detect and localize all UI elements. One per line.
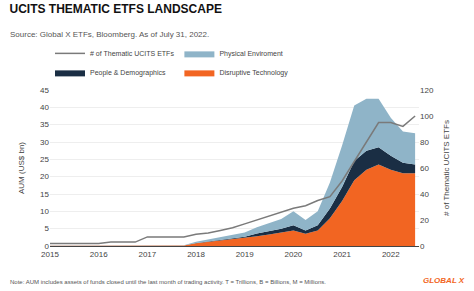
svg-text:Note: AUM includes assets of f: Note: AUM includes assets of funds close… (10, 279, 326, 285)
svg-text:35: 35 (40, 120, 49, 129)
svg-text:AUM (US$ bn): AUM (US$ bn) (17, 142, 26, 194)
svg-text:80: 80 (420, 138, 429, 147)
svg-text:40: 40 (40, 103, 49, 112)
svg-text:100: 100 (420, 112, 434, 121)
svg-text:2015: 2015 (41, 250, 59, 259)
svg-text:Physical Enviroment: Physical Enviroment (219, 50, 282, 58)
svg-text:25: 25 (40, 155, 49, 164)
svg-text:2022: 2022 (382, 250, 400, 259)
svg-text:Disruptive Technology: Disruptive Technology (219, 69, 288, 77)
svg-text:GLOBAL X: GLOBAL X (423, 276, 465, 285)
svg-text:Source: Global X ETFs, Bloombe: Source: Global X ETFs, Bloomberg. As of … (10, 30, 209, 39)
svg-text:# of Thematic UCITS ETFs: # of Thematic UCITS ETFs (90, 50, 174, 57)
svg-text:120: 120 (420, 86, 434, 95)
svg-text:UCITS THEMATIC ETFS LANDSCAPE: UCITS THEMATIC ETFS LANDSCAPE (9, 2, 221, 16)
svg-text:40: 40 (420, 190, 429, 199)
svg-text:15: 15 (40, 190, 49, 199)
svg-text:60: 60 (420, 164, 429, 173)
svg-text:20: 20 (420, 216, 429, 225)
svg-text:30: 30 (40, 138, 49, 147)
svg-text:# of Thematic UCITS ETFs: # of Thematic UCITS ETFs (442, 120, 451, 216)
svg-text:0: 0 (45, 242, 50, 251)
svg-text:10: 10 (40, 207, 49, 216)
svg-text:2021: 2021 (333, 250, 351, 259)
svg-text:20: 20 (40, 172, 49, 181)
svg-text:0: 0 (420, 242, 425, 251)
svg-text:2016: 2016 (90, 250, 108, 259)
svg-text:2019: 2019 (236, 250, 254, 259)
svg-text:5: 5 (45, 224, 50, 233)
svg-text:45: 45 (40, 86, 49, 95)
svg-text:2020: 2020 (285, 250, 303, 259)
svg-text:2017: 2017 (138, 250, 156, 259)
svg-text:2018: 2018 (187, 250, 205, 259)
svg-text:People & Demographics: People & Demographics (90, 69, 166, 77)
